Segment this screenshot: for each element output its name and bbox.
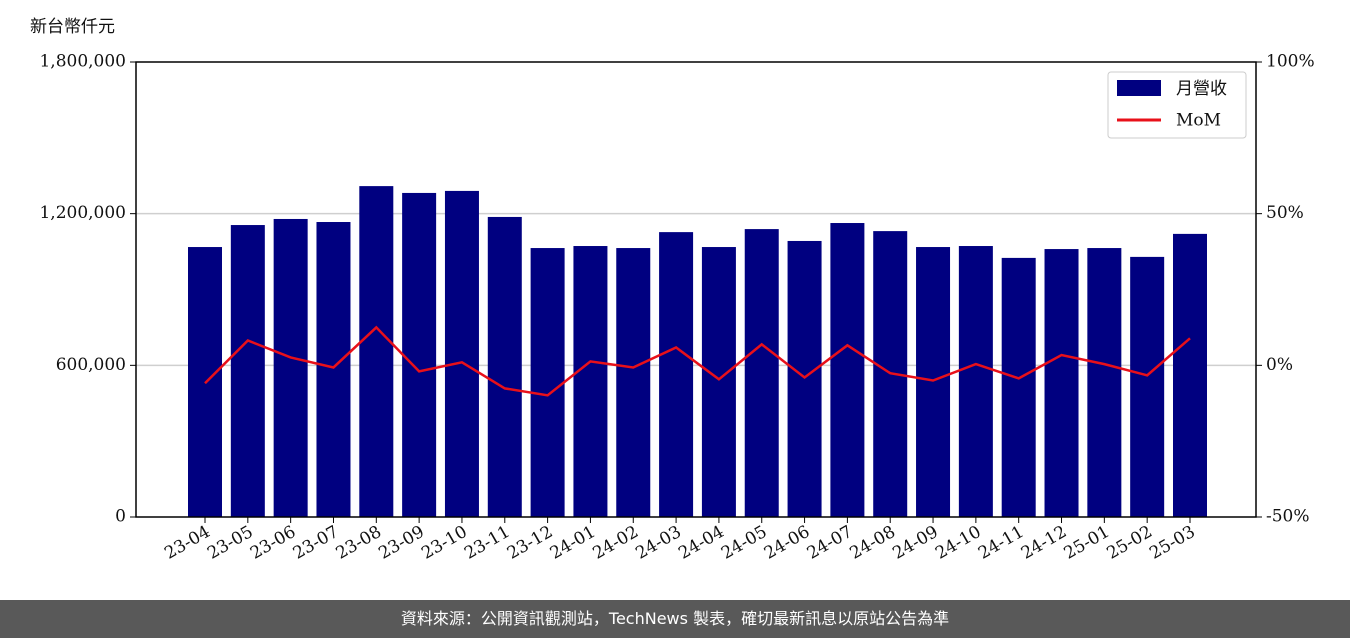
bar: [273, 218, 308, 517]
bar: [444, 190, 479, 517]
x-tick-label: 24-03: [632, 522, 684, 564]
footer: 資料來源：公開資訊觀測站，TechNews 製表，確切最新訊息以原站公告為準: [0, 600, 1350, 638]
bar: [573, 246, 608, 517]
x-tick-label: 25-02: [1103, 522, 1155, 564]
x-tick-label: 24-08: [847, 522, 899, 564]
bar: [916, 247, 951, 518]
bar: [830, 223, 865, 517]
x-tick-label: 23-07: [290, 522, 342, 564]
bar: [744, 229, 779, 517]
legend-swatch: [1117, 80, 1161, 96]
x-tick-label: 25-03: [1146, 522, 1198, 564]
bar: [1087, 248, 1122, 518]
legend-label: MoM: [1176, 111, 1221, 131]
x-tick-label: 24-01: [547, 522, 599, 564]
bar: [616, 248, 651, 518]
x-tick-label: 23-08: [333, 522, 385, 564]
bar: [230, 225, 265, 517]
y2-tick-label: 50%: [1266, 203, 1304, 223]
y2-tick-label: 100%: [1266, 52, 1315, 72]
bar: [530, 248, 565, 518]
bar: [1044, 249, 1079, 518]
x-tick-label: 23-10: [418, 522, 470, 564]
x-tick-label: 24-09: [889, 522, 941, 564]
x-tick-label: 24-12: [1018, 522, 1070, 564]
y-tick-label: 600,000: [56, 355, 126, 375]
y-tick-label: 1,800,000: [39, 52, 126, 72]
bar: [316, 222, 351, 517]
y-tick-label: 0: [115, 507, 126, 527]
x-tick-label: 24-07: [804, 522, 856, 564]
bar: [659, 232, 694, 517]
y-unit-label: 新台幣仟元: [30, 17, 115, 37]
bar: [487, 216, 522, 518]
x-tick-label: 23-05: [204, 522, 256, 564]
x-tick-label: 24-05: [718, 522, 770, 564]
bar: [1001, 257, 1036, 517]
x-tick-label: 24-02: [590, 522, 642, 564]
plot-frame: [135, 61, 1257, 518]
x-tick-label: 23-11: [461, 522, 513, 564]
x-tick-label: 24-04: [675, 522, 727, 564]
x-tick-label: 23-12: [504, 522, 556, 564]
x-tick-label: 23-04: [161, 522, 213, 564]
bar: [1173, 233, 1207, 517]
legend-label: 月營收: [1176, 79, 1227, 99]
x-tick-label: 25-01: [1061, 522, 1113, 564]
y2-tick-label: -50%: [1266, 507, 1310, 527]
y2-tick-label: 0%: [1266, 355, 1293, 375]
bar: [402, 192, 437, 517]
bar: [701, 247, 736, 518]
x-tick-label: 23-09: [375, 522, 427, 564]
x-tick-label: 24-11: [975, 522, 1027, 564]
bar: [359, 186, 394, 517]
legend: 月營收 MoM: [1107, 71, 1247, 139]
bar: [1130, 256, 1165, 517]
x-tick-label: 24-10: [932, 522, 984, 564]
x-tick-label: 24-06: [761, 522, 813, 564]
line: [204, 325, 1191, 397]
bar: [958, 246, 993, 517]
chart: 新台幣仟元 0 600,000 1,200,000 1,800,000 -50% 0% 50…: [30, 17, 1315, 564]
y-tick-label: 1,200,000: [39, 203, 126, 223]
x-tick-label: 23-06: [247, 522, 299, 564]
